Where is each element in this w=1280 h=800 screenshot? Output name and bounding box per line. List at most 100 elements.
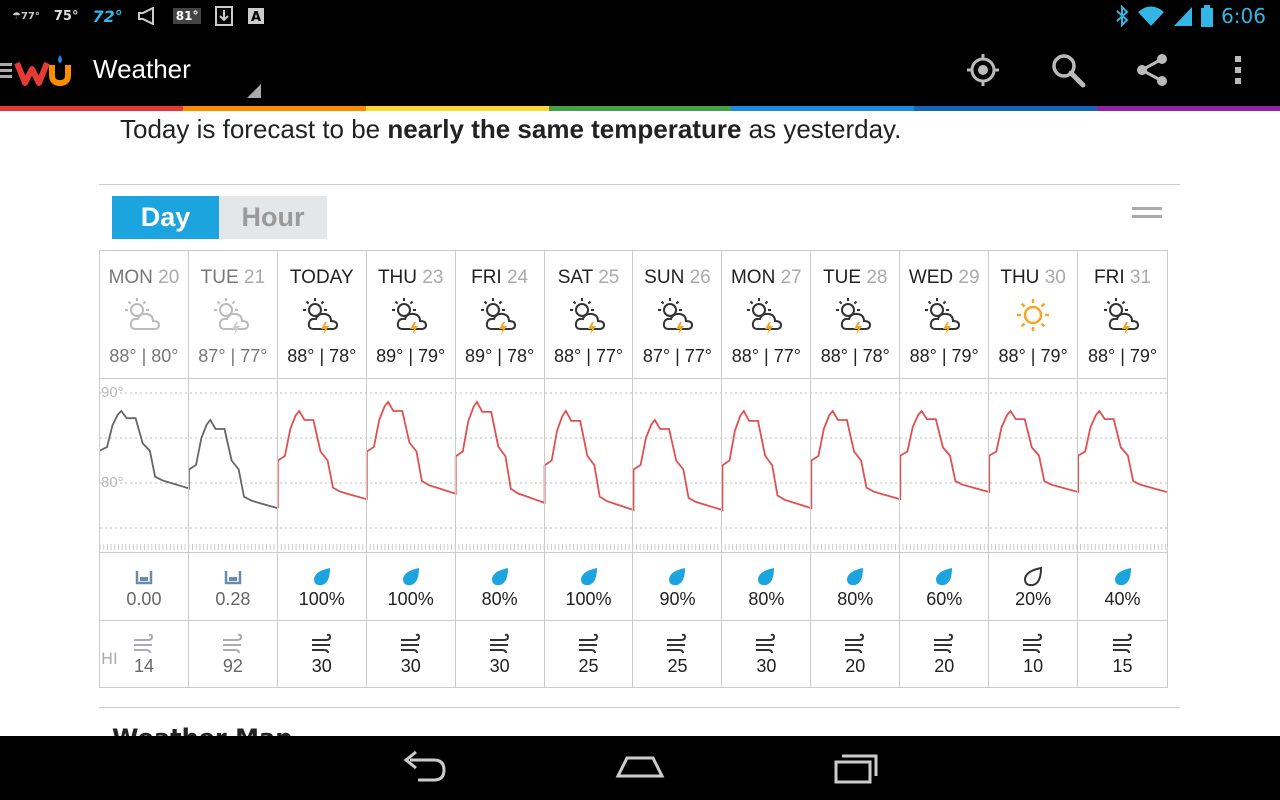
signal-icon [1174,7,1193,26]
forecast-day-column[interactable]: TODAY 88° | 78° 100% 30 [278,251,367,687]
overflow-menu-icon[interactable] [1220,52,1256,88]
summary-highlight: nearly the same temperature [387,114,742,144]
high-low-temps: 88° | 78° [287,346,357,366]
row-divider [100,378,1167,379]
high-low-temps: 88° | 79° [909,346,979,366]
back-icon[interactable] [398,750,448,786]
axis-label-low: 80° [101,474,124,491]
svg-text:A: A [251,10,261,25]
forecast-day-column[interactable]: MON 20 88° | 80° 0.00 14 [100,251,189,687]
spinner-indicator-icon[interactable] [247,84,261,98]
wind-speed-value: 10 [1023,656,1044,676]
forecast-day-column[interactable]: THU 30 88° | 79° 20% 10 [989,251,1079,687]
section-menu-icon[interactable] [1132,207,1162,223]
high-low-temps: 87° | 77° [198,346,268,366]
thunderstorm-icon [300,295,344,335]
forecast-day-column[interactable]: FRI 24 89° | 78° 80% 30 [456,251,545,687]
wind-speed-value: 25 [578,656,599,676]
wind-speed-value: 20 [845,656,866,676]
precipitation-value: 0.28 [215,589,251,609]
megaphone-icon [137,7,154,25]
temperature-notification-2: 72° [92,6,123,26]
day-label: TUE 28 [823,267,888,288]
wind-icon [399,633,423,655]
high-low-temps: 89° | 79° [376,346,446,366]
high-low-temps: 88° | 80° [109,346,179,366]
day-label: THU 23 [377,267,444,288]
search-icon[interactable] [1050,52,1086,88]
thunderstorm-icon [478,295,522,335]
raindrop-icon [754,565,778,589]
row-divider [100,620,1167,621]
summary-prefix: Today is forecast to be [120,114,388,144]
wind-icon [310,633,334,655]
raindrop-icon [665,565,689,589]
day-label: MON 20 [108,267,180,288]
forecast-day-column[interactable]: TUE 28 88° | 78° 80% 20 [811,251,901,687]
app-logo[interactable] [0,52,72,88]
thunderstorm-icon [567,295,611,335]
wind-speed-value: 14 [133,656,154,676]
axis-label-high: 90° [101,384,124,401]
recent-apps-icon[interactable] [832,750,882,786]
thunderstorm-icon [744,295,788,335]
forecast-day-column[interactable]: SUN 26 87° | 77° 90% 25 [634,251,723,687]
drawer-menu-icon[interactable] [0,60,14,80]
wind-icon [221,633,245,655]
forecast-summary: Today is forecast to be nearly the same … [120,114,901,145]
bluetooth-icon [1116,5,1129,27]
wind-speed-value: 30 [489,656,510,676]
battery-icon [1201,5,1214,27]
wind-icon [132,633,156,655]
day-label: THU 30 [1000,267,1066,288]
forecast-day-column[interactable]: THU 23 89° | 79° 100% 30 [367,251,456,687]
precipitation-value: 0.00 [126,589,162,609]
app-title[interactable]: Weather [93,54,191,84]
precipitation-value: 80% [837,589,874,609]
wind-speed-value: 15 [1112,656,1133,676]
precipitation-value: 40% [1104,589,1141,609]
tab-hour[interactable]: Hour [219,196,327,239]
rain-gauge-icon [221,565,245,589]
wind-icon [1021,633,1045,655]
high-low-temps: 88° | 77° [553,346,624,366]
day-label: TUE 21 [200,267,266,288]
day-label: TODAY [289,267,354,288]
raindrop-icon [399,565,423,589]
share-icon[interactable] [1134,52,1170,88]
high-low-temps: 89° | 78° [465,346,535,366]
thunderstorm-icon [1101,295,1145,335]
locate-icon[interactable] [965,52,1001,88]
wind-speed-value: 25 [667,656,688,676]
status-bar: ☂77° 75° 72° 81° A 6:06 [0,0,1280,34]
color-strip-segment [548,106,732,111]
raindrop-icon [1021,565,1045,589]
temperature-badge: 81° [172,8,202,24]
precipitation-value: 80% [481,589,518,609]
wind-speed-value: 30 [756,656,777,676]
forecast-day-column[interactable]: SAT 25 88° | 77° 100% 25 [545,251,634,687]
wind-row-label: HI [101,649,118,668]
thunderstorm-icon [922,295,966,335]
forecast-day-column[interactable]: MON 27 88° | 77° 80% 30 [722,251,812,687]
forecast-day-column[interactable]: WED 29 88° | 79° 60% 20 [900,251,990,687]
text-a-icon: A [248,8,265,25]
row-divider [100,552,1167,553]
home-icon[interactable] [615,750,665,786]
summary-suffix: as yesterday. [741,114,902,144]
download-icon [215,6,234,26]
divider [99,184,1180,185]
forecast-day-column[interactable]: TUE 21 87° | 77° 0.28 92 [189,251,278,687]
rain-gauge-icon [132,565,156,589]
color-strip [0,106,1280,111]
forecast-day-column[interactable]: FRI 31 88° | 79° 40% 15 [1078,251,1167,687]
raindrop-icon [843,565,867,589]
partly-cloudy-icon [122,295,166,335]
color-strip-segment [914,106,1098,111]
day-label: SAT 25 [557,267,620,288]
precipitation-value: 60% [926,589,963,609]
clock: 6:06 [1221,4,1266,28]
raindrop-icon [310,565,334,589]
wind-speed-value: 30 [400,656,421,676]
tab-day[interactable]: Day [112,196,219,239]
